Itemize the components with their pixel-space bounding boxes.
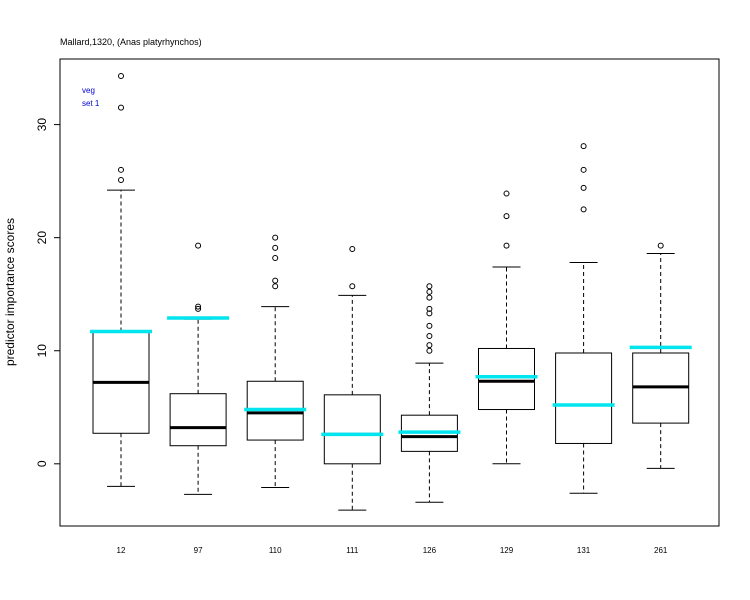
box-12 [90,72,152,487]
box-261 [629,242,692,469]
y-tick-label: 10 [35,344,49,358]
outlier-point [503,213,510,220]
box-iqr [478,347,535,411]
outlier-point [272,277,279,284]
outlier-point [426,333,433,340]
outlier-point [426,305,433,312]
outlier-point [580,184,587,191]
box-97 [167,242,230,495]
outlier-point [272,255,279,262]
y-axis: 0 10 20 30 [35,118,61,467]
outlier-point [426,288,433,295]
x-tick-label: 261 [654,546,668,555]
x-tick-label: 126 [423,546,437,555]
plot-frame [59,58,720,527]
box-131 [552,143,615,494]
x-tick-label: 111 [346,546,359,555]
outlier-point [426,342,433,349]
y-tick-label: 30 [35,118,49,132]
outlier-point [118,72,124,79]
x-tick-label: 110 [269,546,282,555]
outlier-point [426,322,433,329]
outlier-point [426,294,433,301]
outlier-point [272,244,279,251]
box-110 [244,234,307,489]
legend-line-1: veg [82,86,95,95]
outlier-point [272,234,279,241]
outlier-point [118,104,124,111]
outlier-point [503,242,510,249]
y-tick-label: 0 [35,460,49,467]
box-126 [398,283,461,503]
outlier-point [657,242,664,249]
y-tick-label: 20 [35,231,49,245]
boxes-group [90,72,692,511]
chart-title: Mallard,1320, (Anas platyrhynchos) [60,37,202,47]
box-iqr [323,394,381,465]
outlier-point [118,166,124,173]
outlier-point [195,303,202,310]
x-tick-label: 129 [500,546,514,555]
outlier-point [426,283,433,290]
legend-line-2: set 1 [82,99,100,108]
y-axis-label: predictor importance scores [3,218,17,366]
x-tick-label: 97 [194,546,203,555]
outlier-point [349,245,356,252]
outlier-point [195,305,202,312]
outlier-point [118,176,124,183]
x-tick-label: 12 [117,546,126,555]
outlier-point [503,190,510,197]
box-129 [475,190,538,465]
box-iqr [169,393,227,447]
outlier-point [580,166,587,173]
box-111 [321,245,384,511]
x-axis: 12 97 110 111 126 129 131 261 [117,546,668,555]
outlier-point [195,242,202,249]
outlier-point [580,206,587,213]
x-tick-label: 131 [577,546,591,555]
outlier-point [349,283,356,290]
outlier-point [426,347,433,354]
box-iqr [555,352,613,444]
outlier-point [272,283,279,290]
outlier-point [580,143,587,150]
